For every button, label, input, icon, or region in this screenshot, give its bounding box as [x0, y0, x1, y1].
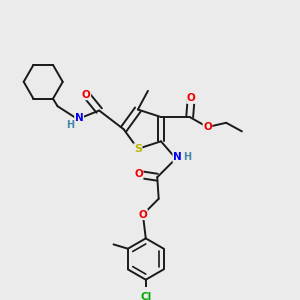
- Text: O: O: [139, 209, 147, 220]
- Text: N: N: [75, 113, 83, 123]
- Text: S: S: [134, 144, 142, 154]
- Text: O: O: [134, 169, 143, 179]
- Text: H: H: [183, 152, 191, 162]
- Text: Cl: Cl: [140, 292, 152, 300]
- Text: N: N: [173, 152, 182, 162]
- Text: O: O: [203, 122, 212, 132]
- Text: H: H: [66, 121, 74, 130]
- Text: O: O: [82, 90, 91, 100]
- Text: O: O: [187, 93, 196, 103]
